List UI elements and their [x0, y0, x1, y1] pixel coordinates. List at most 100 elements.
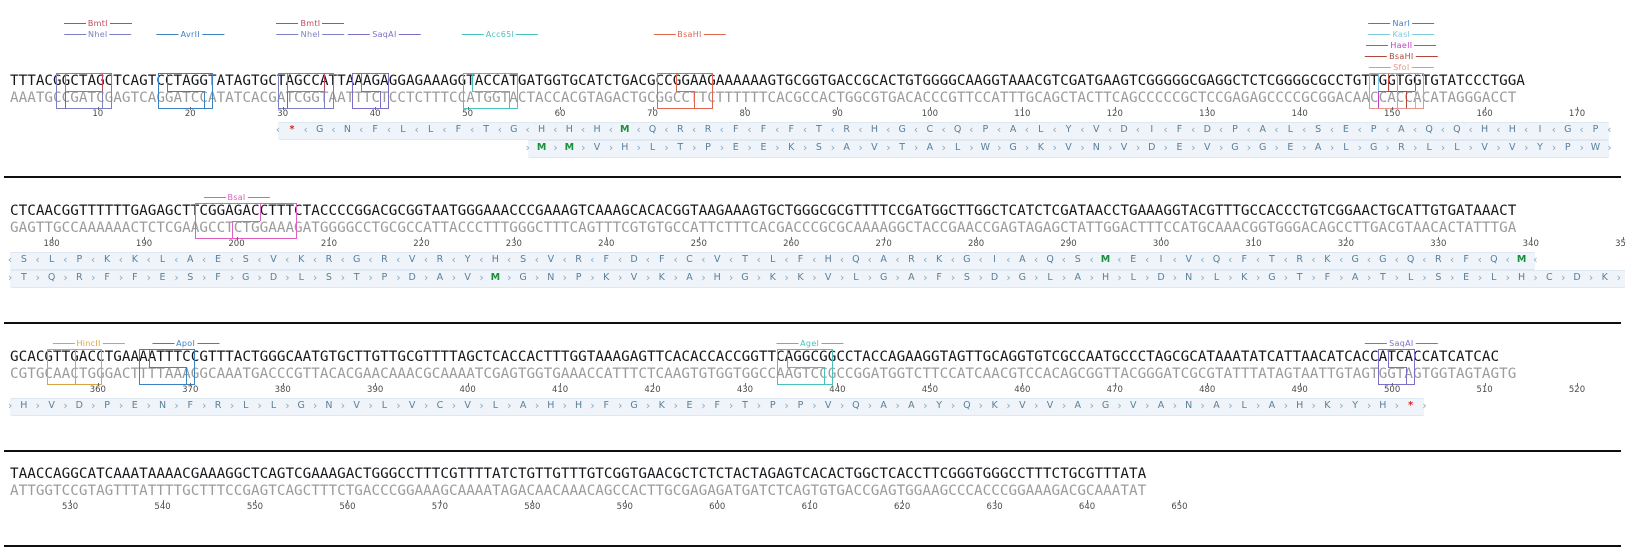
enzyme-label-bsahi[interactable]: BsaHI: [653, 29, 726, 40]
enzyme-label-nari[interactable]: NarI: [1368, 18, 1435, 29]
enzyme-label-kasi[interactable]: KasI: [1368, 29, 1435, 40]
translation-track-reverse[interactable]: * ‹ G ‹ N ‹ F ‹ L ‹ L ‹ F ‹ T ‹ G ‹ H ‹ H ‹ H ‹ M ‹ Q ‹ R ‹ R ‹ F ‹ F ‹ F ‹ T ‹…: [10, 121, 1625, 140]
chevron-left-icon: ‹: [1088, 253, 1095, 266]
top-strand-sequence[interactable]: GCACGTTGACCTGAAAATTTCCGTTTACTGGGCAATGTGC…: [10, 349, 1500, 365]
amino-acid: F: [732, 124, 739, 135]
chevron-right-icon: ›: [34, 271, 42, 284]
amino-acid: M: [564, 142, 575, 153]
ruler-label: 650: [1171, 502, 1188, 512]
enzyme-label-hincii[interactable]: HincII: [52, 338, 125, 349]
amino-acid: C: [436, 400, 444, 411]
amino-acid: V: [1019, 400, 1026, 411]
chevron-left-icon: ‹: [829, 123, 837, 136]
translation-track-forward[interactable]: T › Q › R › F › F › E › S › F › G › D › L › S › T › P › D › A › V › M › G › N ›…: [7, 269, 1625, 288]
amino-acid: A: [1019, 254, 1026, 265]
amino-acid: T: [1269, 254, 1275, 265]
chevron-left-icon: ‹: [607, 123, 615, 136]
chevron-right-icon: ›: [1393, 271, 1401, 284]
amino-acid: E: [686, 400, 693, 411]
ruler-tick: [1345, 237, 1347, 240]
amino-acid: H: [565, 124, 573, 135]
amino-acid: G: [1564, 124, 1572, 135]
enzyme-label-nhei[interactable]: NheI: [276, 29, 345, 40]
chevron-left-icon: ‹: [1476, 253, 1484, 266]
chevron-right-icon: ›: [422, 271, 430, 284]
ruler-tick: [236, 237, 238, 240]
chevron-left-icon: ‹: [302, 123, 310, 136]
amino-acid: E: [1130, 254, 1137, 265]
enzyme-label-bmti[interactable]: BmtI: [63, 18, 132, 29]
enzyme-label-acc65i[interactable]: Acc65I: [461, 29, 539, 40]
ruler-label: 590: [616, 502, 633, 512]
chevron-right-icon: ›: [1615, 271, 1622, 284]
chevron-right-icon: ›: [1060, 399, 1068, 412]
bottom-strand-sequence[interactable]: ATTGGTCCGTAGTTTATTTTGCTTTCCGAGTCAGCTTTCT…: [10, 483, 1147, 499]
chevron-right-icon: ›: [1245, 141, 1253, 154]
translation-track-reverse[interactable]: S ‹ L ‹ P ‹ K ‹ K ‹ L ‹ A ‹ E ‹ S ‹ V ‹ K ‹ R ‹ G ‹ R ‹ V ‹ R ‹ Y ‹ H ‹ S ‹ V ‹…: [7, 251, 1625, 270]
chevron-right-icon: ›: [1300, 141, 1308, 154]
amino-acid: A: [880, 254, 887, 265]
amino-acid: V: [1481, 142, 1488, 153]
ruler-label: 410: [551, 385, 569, 395]
enzyme-label-apoi[interactable]: ApoI: [152, 338, 220, 349]
enzyme-label-saqai[interactable]: SaqAI: [348, 29, 421, 40]
amino-acid: F: [603, 400, 610, 411]
amino-acid: R: [843, 124, 850, 135]
bottom-strand-sequence[interactable]: GAGTTGCCAAAAAACTCTCGAAGCCTCTGGAAAGATGGGG…: [10, 220, 1517, 236]
chevron-right-icon: ›: [1254, 271, 1262, 284]
chevron-left-icon: ‹: [1199, 253, 1206, 266]
enzyme-name: NheI: [300, 30, 321, 39]
amino-acid: G: [898, 124, 906, 135]
chevron-right-icon: ›: [478, 271, 485, 284]
ruler-label: 240: [598, 239, 615, 249]
amino-acid: F: [936, 272, 942, 283]
bottom-strand-sequence[interactable]: AAATGCCGATCGAGTCAGGATCCATATCACGATCGGTAAT…: [10, 90, 1517, 106]
enzyme-label-bsahi[interactable]: BsaHI: [1365, 51, 1438, 62]
amino-acid: V: [1130, 400, 1137, 411]
ruler-label: 400: [459, 385, 476, 395]
translation-band: [527, 140, 1610, 158]
amino-acid: F: [132, 272, 138, 283]
ruler-tick: [1179, 500, 1181, 503]
enzyme-label-avrii[interactable]: AvrII: [156, 29, 224, 40]
enzyme-label-haeii[interactable]: HaeII: [1366, 40, 1437, 51]
translation-track-forward[interactable]: M › M › V › H › L › T › P › E › E › K › S › A › V › T › A › L › W › G › K › V ›…: [10, 139, 1625, 158]
chevron-right-icon: ›: [977, 399, 985, 412]
ruler-label: 60: [554, 109, 566, 119]
amino-acid: L: [1491, 272, 1497, 283]
top-strand-sequence[interactable]: TAACCAGGCATCAAATAAAACGAAAGGCTCAGTCGAAAGA…: [10, 466, 1147, 482]
amino-acid: S: [325, 272, 332, 283]
enzyme-label-bmti[interactable]: BmtI: [276, 18, 345, 29]
chevron-right-icon: ›: [552, 141, 559, 154]
enzyme-label-agei[interactable]: AgeI: [776, 338, 844, 349]
amino-acid: H: [621, 142, 629, 153]
bottom-strand-sequence[interactable]: CGTGCAACTGGGACTTTTAAAGGCAAATGACCCGTTACAC…: [10, 366, 1517, 382]
amino-acid: S: [242, 254, 249, 265]
chevron-right-icon: ›: [1393, 399, 1401, 412]
amino-acid: K: [1037, 142, 1044, 153]
ruler-tick: [606, 237, 608, 240]
ruler-tick: [1484, 383, 1486, 386]
enzyme-label-sfoi[interactable]: SfoI: [1369, 62, 1434, 73]
amino-acid: K: [658, 272, 665, 283]
top-strand-sequence[interactable]: CTCAACGGTTTTTTGAGAGCTTCGGAGACCTTTCTACCCC…: [10, 203, 1517, 219]
chevron-left-icon: ‹: [1328, 123, 1336, 136]
amino-acid: S: [1435, 272, 1442, 283]
chevron-left-icon: ‹: [62, 253, 69, 266]
chevron-right-icon: ›: [1143, 271, 1151, 284]
amino-acid: V: [408, 400, 416, 411]
enzyme-label-saqai[interactable]: SaqAI: [1365, 338, 1438, 349]
top-strand-sequence[interactable]: TTTACGGCTAGCTCAGTCCTAGGTATAGTGCTAGCCATTA…: [10, 73, 1525, 89]
translation-track-forward[interactable]: H › V › D › P › E › N › F › R › L › L › G › N › V › L › V › C › V › L › A › H ›…: [7, 397, 1625, 416]
amino-acid: L: [1241, 400, 1247, 411]
ruler-label: 20: [184, 109, 196, 119]
amino-acid: I: [1159, 254, 1163, 265]
ruler-label: 470: [1106, 385, 1123, 395]
chevron-right-icon: ›: [912, 141, 920, 154]
enzyme-label-bsai[interactable]: BsaI: [203, 192, 270, 203]
chevron-right-icon: ›: [311, 271, 319, 284]
chevron-right-icon: ›: [783, 399, 790, 412]
enzyme-label-nhei[interactable]: NheI: [64, 29, 132, 40]
ruler-tick: [1022, 383, 1024, 386]
